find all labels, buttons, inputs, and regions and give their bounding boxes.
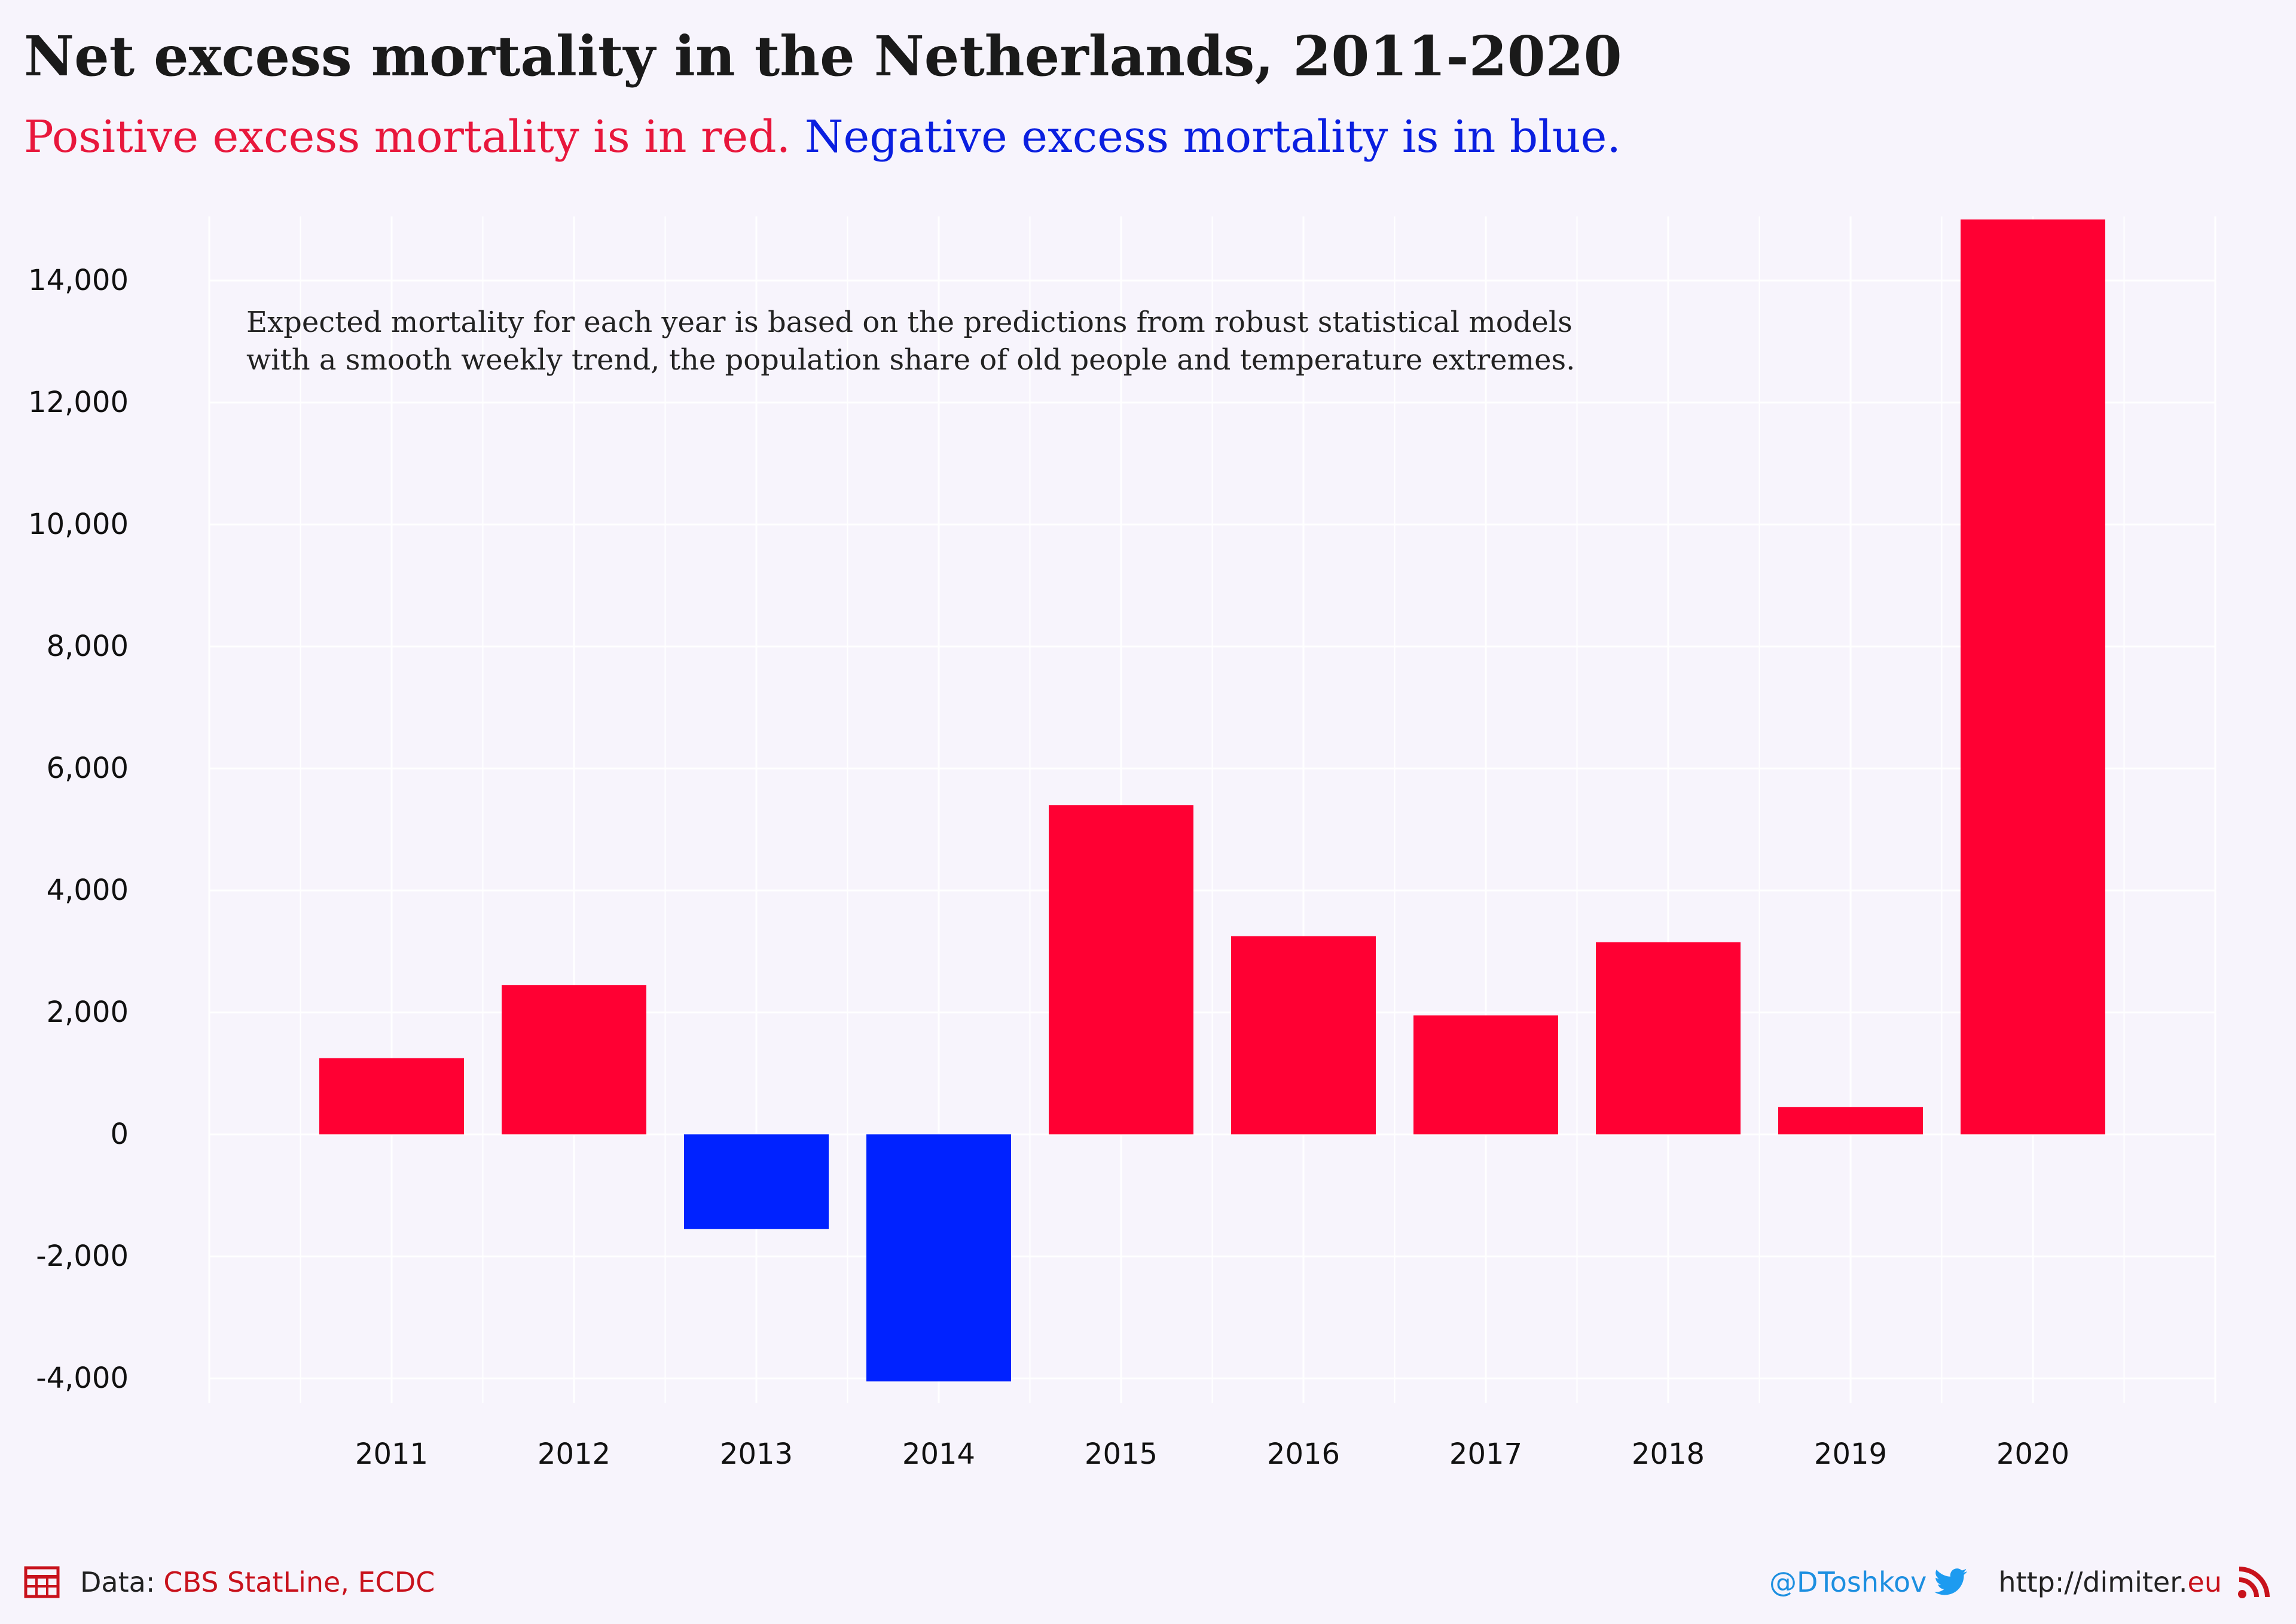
bar-2020 — [1961, 219, 2105, 1135]
subtitle-negative-note: Negative excess mortality is in blue. — [804, 111, 1621, 163]
x-tick-label: 2017 — [1449, 1437, 1522, 1471]
twitter-handle-link[interactable]: @DToshkov — [1769, 1566, 1927, 1598]
y-tick-label: -4,000 — [36, 1362, 129, 1395]
chart-title: Net excess mortality in the Netherlands,… — [24, 24, 1622, 88]
website-url-prefix: http://dimiter. — [1998, 1566, 2188, 1598]
x-axis-tick-labels: 2011 2012 2013 2014 2015 2016 2017 2018 2019 2020 — [355, 1437, 2069, 1471]
bar-2012 — [502, 985, 646, 1135]
x-tick-label: 2011 — [355, 1437, 428, 1471]
bar-2015 — [1049, 805, 1193, 1135]
x-tick-label: 2013 — [720, 1437, 793, 1471]
y-tick-label: 4,000 — [47, 874, 129, 907]
subtitle-positive-note: Positive excess mortality is in red. — [24, 111, 791, 163]
bar-chart: -4,000 -2,000 0 2,000 4,000 6,000 8,000 10,000 1… — [28, 216, 2216, 1471]
bar-2011 — [319, 1058, 464, 1135]
rss-feed-icon — [2238, 1567, 2270, 1598]
x-tick-label: 2020 — [1996, 1437, 2069, 1471]
chart-subtitle: Positive excess mortality is in red. Neg… — [24, 111, 1621, 163]
bar-2018 — [1596, 942, 1741, 1135]
y-axis-tick-labels: -4,000 -2,000 0 2,000 4,000 6,000 8,000 10,000 1… — [28, 264, 129, 1395]
annotation-line-2: with a smooth weekly trend, the populati… — [246, 343, 1575, 377]
y-tick-label: 0 — [110, 1118, 129, 1151]
x-tick-label: 2014 — [902, 1437, 975, 1471]
bar-2013 — [684, 1134, 829, 1229]
y-tick-label: 2,000 — [47, 996, 129, 1029]
footer-credits: @DToshkov http://dimiter.eu — [1769, 1564, 2272, 1600]
footer-data-source: Data: CBS StatLine, ECDC — [24, 1564, 435, 1600]
data-label: Data: — [80, 1566, 155, 1598]
x-tick-label: 2018 — [1632, 1437, 1705, 1471]
y-tick-label: 12,000 — [28, 386, 129, 419]
bar-2016 — [1231, 936, 1376, 1135]
bars — [319, 219, 2105, 1382]
x-tick-label: 2016 — [1267, 1437, 1340, 1471]
bar-2014 — [866, 1134, 1011, 1382]
table-icon — [24, 1566, 60, 1598]
y-tick-label: 8,000 — [47, 630, 129, 663]
y-tick-label: -2,000 — [36, 1240, 129, 1273]
website-url-suffix: eu — [2187, 1566, 2222, 1598]
bar-2019 — [1778, 1107, 1923, 1135]
chart-annotation: Expected mortality for each year is base… — [246, 306, 1575, 377]
grid-lines — [208, 216, 2216, 1403]
y-tick-label: 10,000 — [28, 508, 129, 541]
x-tick-label: 2015 — [1085, 1437, 1158, 1471]
bar-2017 — [1413, 1015, 1558, 1135]
y-tick-label: 6,000 — [47, 752, 129, 785]
annotation-line-1: Expected mortality for each year is base… — [246, 306, 1573, 339]
website-link[interactable]: http://dimiter.eu — [1998, 1566, 2222, 1598]
x-tick-label: 2012 — [538, 1437, 610, 1471]
x-tick-label: 2019 — [1814, 1437, 1887, 1471]
y-tick-label: 14,000 — [28, 264, 129, 297]
data-sources-link[interactable]: CBS StatLine, ECDC — [163, 1566, 435, 1598]
twitter-bird-icon — [1934, 1568, 1968, 1595]
